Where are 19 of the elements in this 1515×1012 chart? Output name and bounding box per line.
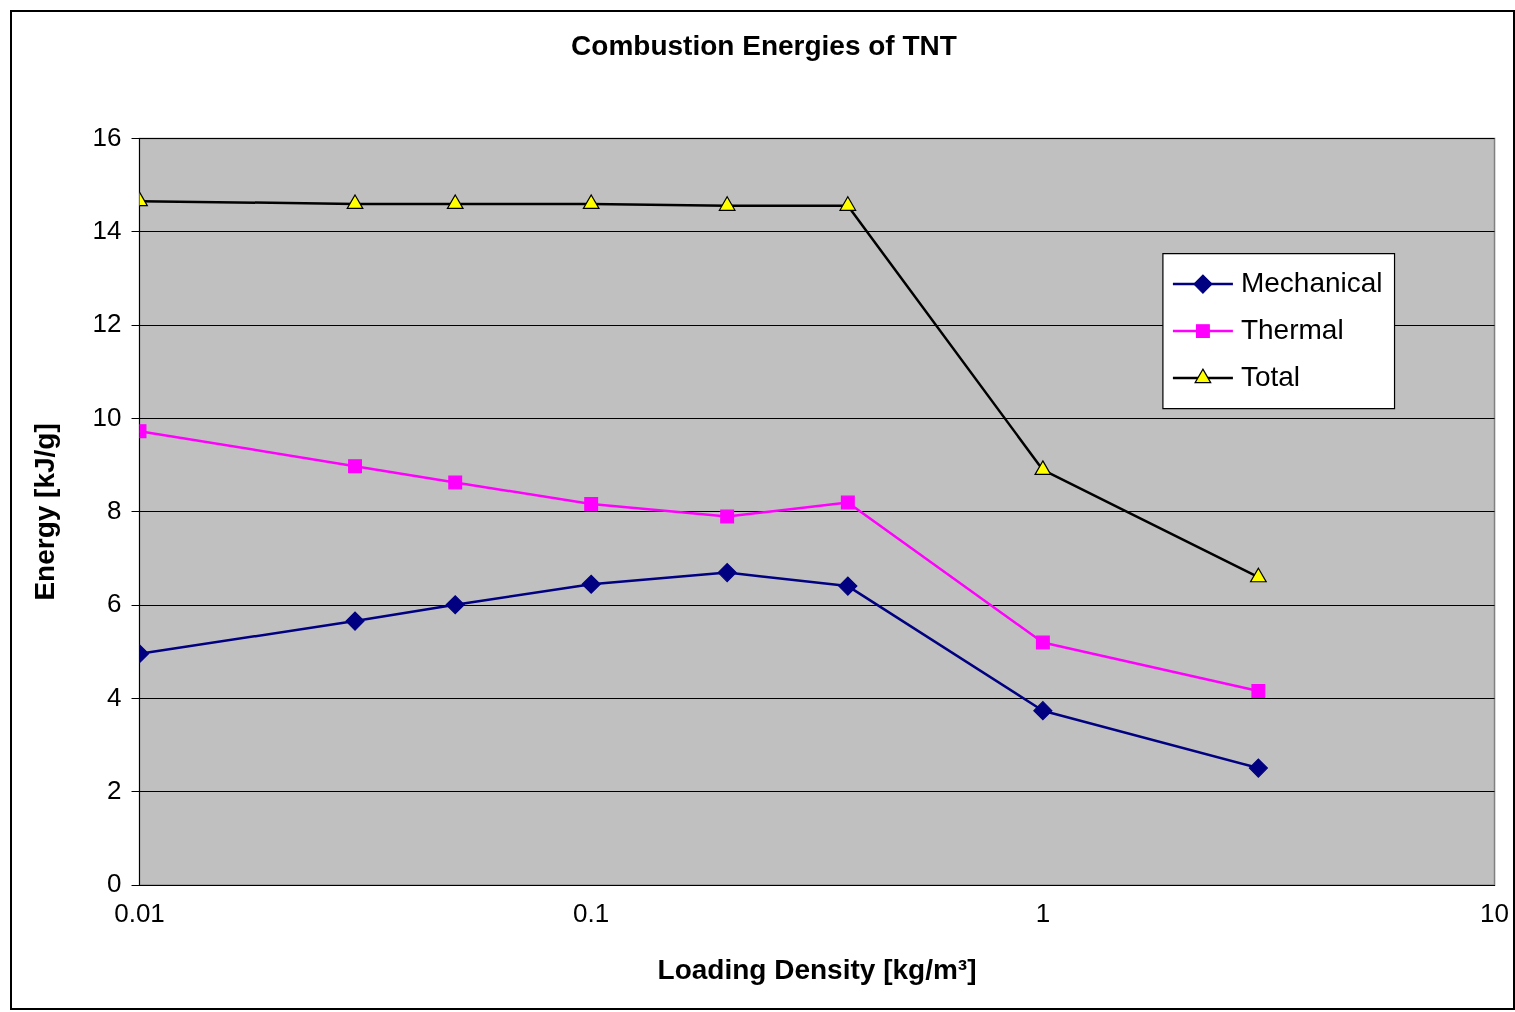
y-tick-label: 6	[107, 588, 122, 619]
x-tick-label: 1	[1035, 897, 1051, 928]
y-tick-label: 10	[92, 401, 122, 432]
legend-label: Total	[1240, 360, 1301, 392]
y-tick-label: 4	[107, 681, 122, 712]
x-tick-label: 10	[1480, 897, 1509, 928]
y-tick-label: 12	[92, 308, 122, 339]
x-tick-label: 0.01	[114, 897, 165, 928]
y-tick-label: 2	[107, 775, 122, 806]
chart-title: Combustion Energies of TNT	[571, 29, 957, 61]
x-axis-title: Loading Density [kg/m³]	[657, 953, 977, 985]
x-tick-label: 0.1	[573, 897, 610, 928]
legend-label: Mechanical	[1240, 266, 1383, 298]
legend-label: Thermal	[1240, 313, 1344, 345]
y-tick-label: 16	[92, 121, 122, 152]
y-tick-label: 14	[92, 215, 122, 246]
y-tick-label: 0	[107, 868, 122, 899]
y-tick-label: 8	[107, 495, 122, 526]
y-axis-title: Energy [kJ/g]	[28, 423, 60, 601]
